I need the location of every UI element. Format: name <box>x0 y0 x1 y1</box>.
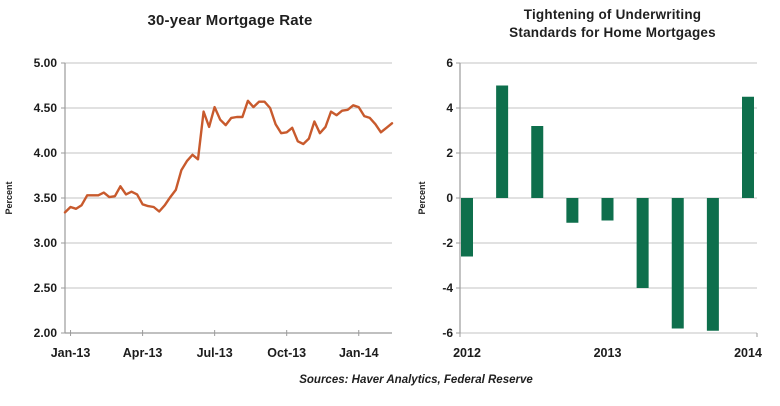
x-tick-label: Jan-13 <box>51 346 91 360</box>
y-axis-title: Percent <box>417 181 427 214</box>
y-tick-label: 3.50 <box>34 191 58 205</box>
x-tick-label: 2013 <box>594 346 622 360</box>
right-chart-title-line2: Standards for Home Mortgages <box>509 25 716 40</box>
x-tick-label: Jul-13 <box>197 346 233 360</box>
x-tick-label: 2012 <box>453 346 481 360</box>
x-tick-label: Apr-13 <box>123 346 163 360</box>
bar <box>601 198 614 221</box>
y-tick-label: 5.00 <box>34 56 58 70</box>
y-tick-label: -2 <box>442 236 453 250</box>
y-tick-label: 4.50 <box>34 101 58 115</box>
x-tick-label: Oct-13 <box>267 346 306 360</box>
y-tick-label: -6 <box>442 326 453 340</box>
left-chart-title: 30-year Mortgage Rate <box>147 12 313 29</box>
bar <box>706 198 719 331</box>
bar <box>531 126 544 198</box>
bar <box>636 198 649 288</box>
y-axis-title: Percent <box>4 181 14 214</box>
y-tick-label: 2 <box>446 146 453 160</box>
y-tick-label: 4.00 <box>34 146 58 160</box>
bar <box>496 85 509 198</box>
y-tick-label: -4 <box>442 281 453 295</box>
right-chart-title: Tightening of Underwriting Standards for… <box>445 6 780 42</box>
x-tick-label: Jan-14 <box>339 346 379 360</box>
bar <box>742 96 754 198</box>
y-tick-label: 0 <box>446 191 453 205</box>
right-chart-title-line1: Tightening of Underwriting <box>523 7 702 22</box>
x-tick-label: 2014 <box>734 346 762 360</box>
mortgage-rate-series-line <box>63 99 394 214</box>
y-tick-label: 6 <box>446 56 453 70</box>
bar <box>566 198 579 223</box>
mortgage-rate-line-chart: 5.00 4.50 4.00 3.50 3.00 2.50 2.00 Jan-13 Apr-13… <box>4 56 394 360</box>
bar <box>461 198 473 257</box>
y-tick-label: 2.50 <box>34 281 58 295</box>
y-tick-label: 4 <box>446 101 453 115</box>
sources-note: Sources: Haver Analytics, Federal Reserv… <box>299 374 533 386</box>
bar <box>671 198 684 329</box>
y-tick-label: 3.00 <box>34 236 58 250</box>
y-tick-label: 2.00 <box>34 326 58 340</box>
